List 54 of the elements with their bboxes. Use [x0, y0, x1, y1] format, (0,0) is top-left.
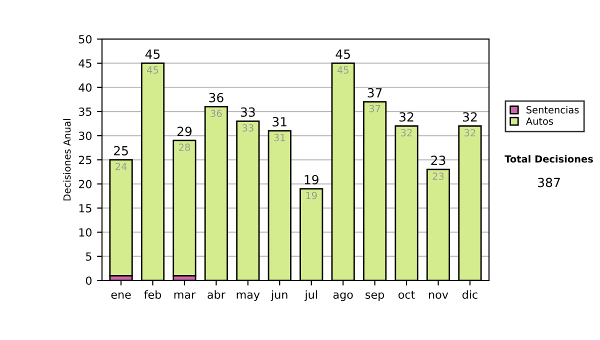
- total-label: 37: [368, 88, 382, 98]
- text: 387: [538, 178, 560, 188]
- total-label: 19: [304, 174, 318, 184]
- y-tick-label: 50: [78, 35, 92, 44]
- x-tick-label: feb: [144, 290, 162, 299]
- y-tick-label: 20: [78, 180, 92, 188]
- x-tick-label: mar: [174, 292, 196, 299]
- data-label: 45: [147, 66, 158, 74]
- y-axis-title: Decisiones Anual: [63, 119, 71, 200]
- data-label: 23: [432, 172, 444, 180]
- y-tick-label: 15: [79, 204, 92, 212]
- x-tick-label: jun: [270, 290, 288, 301]
- data-label: 19: [306, 192, 317, 200]
- total-label: 32: [462, 112, 477, 122]
- bar: [172, 140, 196, 276]
- total-label: 33: [240, 107, 255, 117]
- data-label: 28: [179, 144, 190, 151]
- text: Total Decisiones: [504, 155, 593, 163]
- data-label: 32: [401, 129, 412, 136]
- data-label: 37: [369, 104, 380, 112]
- legend-label: Autos: [526, 118, 554, 125]
- data-label: 45: [337, 66, 348, 74]
- y-tick-label: 35: [78, 107, 92, 116]
- y-tick-label: 45: [78, 59, 92, 68]
- x-tick-label: ago: [333, 292, 353, 301]
- total-label: 45: [145, 50, 160, 59]
- x-tick-label: ene: [111, 292, 131, 299]
- total-label: 36: [209, 92, 224, 102]
- x-tick-label: abr: [208, 290, 226, 299]
- x-tick-label: dic: [462, 290, 478, 299]
- total-label: 29: [177, 126, 192, 136]
- x-tick-label: sep: [366, 292, 384, 301]
- data-label: 36: [210, 110, 222, 118]
- y-tick-label: 5: [86, 252, 92, 261]
- legend-label: Sentencias: [526, 106, 579, 114]
- bar: [109, 159, 133, 276]
- y-tick-label: 0: [86, 276, 92, 285]
- x-tick-label: nov: [429, 292, 448, 299]
- x-tick-label: oct: [398, 290, 415, 299]
- x-tick-label: jul: [304, 290, 317, 301]
- y-tick-label: 10: [79, 228, 92, 237]
- data-label: 24: [116, 162, 127, 170]
- data-label: 32: [464, 129, 476, 136]
- y-tick-label: 40: [78, 83, 92, 92]
- x-tick-label: may: [236, 292, 260, 301]
- y-tick-label: 25: [78, 156, 92, 164]
- total-label: 23: [431, 156, 446, 166]
- data-label: 33: [242, 124, 254, 132]
- total-label: 31: [272, 117, 286, 126]
- total-label: 45: [336, 50, 350, 59]
- y-tick-label: 30: [78, 132, 92, 140]
- data-label: 31: [274, 134, 285, 142]
- total-label: 25: [114, 146, 128, 156]
- total-label: 32: [400, 112, 414, 122]
